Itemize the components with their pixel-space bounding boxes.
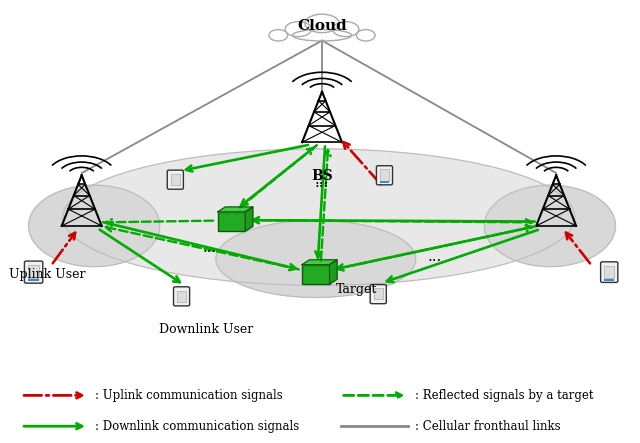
- Ellipse shape: [305, 14, 339, 33]
- Text: Downlink User: Downlink User: [159, 323, 253, 336]
- FancyBboxPatch shape: [173, 287, 189, 306]
- Ellipse shape: [292, 30, 352, 41]
- Ellipse shape: [269, 30, 288, 41]
- Text: ...: ...: [202, 241, 217, 255]
- Text: Uplink User: Uplink User: [9, 268, 86, 281]
- Ellipse shape: [356, 30, 375, 41]
- FancyBboxPatch shape: [380, 181, 389, 183]
- Ellipse shape: [333, 22, 359, 37]
- Ellipse shape: [63, 149, 575, 285]
- Ellipse shape: [216, 221, 416, 297]
- Ellipse shape: [285, 22, 312, 37]
- Polygon shape: [330, 260, 337, 284]
- Text: : Uplink communication signals: : Uplink communication signals: [95, 389, 283, 402]
- FancyBboxPatch shape: [370, 284, 387, 304]
- Polygon shape: [245, 207, 253, 231]
- FancyBboxPatch shape: [376, 166, 392, 185]
- Text: Cloud: Cloud: [297, 19, 347, 34]
- Text: ...: ...: [315, 176, 329, 190]
- Text: Target: Target: [336, 283, 377, 296]
- Text: BS: BS: [311, 169, 333, 183]
- Polygon shape: [302, 260, 337, 264]
- FancyBboxPatch shape: [24, 261, 43, 283]
- FancyBboxPatch shape: [28, 265, 39, 278]
- FancyBboxPatch shape: [374, 288, 383, 299]
- FancyBboxPatch shape: [604, 279, 614, 280]
- FancyBboxPatch shape: [218, 212, 245, 231]
- FancyBboxPatch shape: [604, 266, 614, 278]
- Ellipse shape: [484, 185, 616, 267]
- FancyBboxPatch shape: [302, 264, 330, 284]
- FancyBboxPatch shape: [177, 291, 186, 302]
- FancyBboxPatch shape: [380, 170, 389, 181]
- Text: ...: ...: [428, 250, 442, 264]
- Ellipse shape: [29, 185, 160, 267]
- Text: : Reflected signals by a target: : Reflected signals by a target: [415, 389, 593, 402]
- Text: : Downlink communication signals: : Downlink communication signals: [95, 420, 300, 433]
- FancyBboxPatch shape: [171, 174, 180, 185]
- Polygon shape: [218, 207, 253, 212]
- FancyBboxPatch shape: [167, 170, 184, 189]
- Text: ...: ...: [315, 173, 329, 187]
- FancyBboxPatch shape: [28, 279, 39, 281]
- Text: : Cellular fronthaul links: : Cellular fronthaul links: [415, 420, 561, 433]
- FancyBboxPatch shape: [600, 262, 618, 283]
